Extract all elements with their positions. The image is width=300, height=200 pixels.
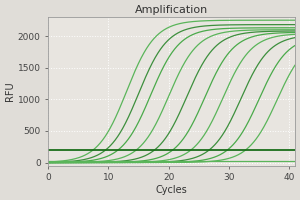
X-axis label: Cycles: Cycles xyxy=(156,185,188,195)
Title: Amplification: Amplification xyxy=(135,5,208,15)
Y-axis label: RFU: RFU xyxy=(5,82,15,101)
